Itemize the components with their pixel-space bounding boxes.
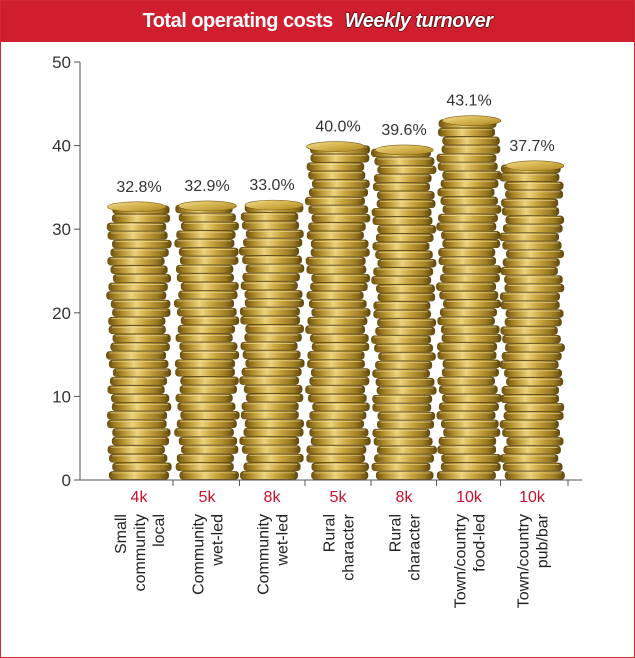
x-category-label-line: Rural — [388, 514, 405, 552]
chart-title: Total operating costs — [142, 10, 333, 32]
x-tick-label-turnover: 10k — [456, 489, 483, 506]
x-tick-label-turnover: 8k — [396, 489, 414, 506]
x-category-label-line: wet-led — [210, 514, 227, 567]
x-category-label: Small community local — [113, 514, 168, 591]
x-category-label-line: character — [341, 513, 358, 580]
x-category-label-line: Town/country — [453, 514, 470, 608]
bar-coin-stack — [436, 115, 502, 480]
x-tick-label-turnover: 10k — [519, 489, 546, 506]
x-category-label: Rural character — [322, 513, 358, 580]
bar-coin-stack — [305, 141, 371, 480]
x-category-label: Rural character — [388, 513, 424, 580]
bar-coin-stack — [499, 160, 565, 480]
x-category-label: Community wet-led — [191, 514, 227, 595]
y-tick-label: 30 — [52, 220, 71, 239]
bar-coin-stack — [371, 144, 437, 480]
x-category-label-line: wet-led — [275, 514, 292, 567]
x-category-label-line: food-led — [472, 514, 489, 572]
y-tick-label: 40 — [52, 137, 71, 156]
x-category-label-line: local — [151, 514, 168, 547]
x-category-label-line: Rural — [322, 514, 339, 552]
chart-subtitle: Weekly turnover — [344, 10, 493, 32]
y-tick-label: 0 — [62, 471, 71, 490]
bar-value-label: 32.9% — [184, 178, 229, 195]
bar-value-label: 37.7% — [509, 138, 554, 155]
x-tick-label-turnover: 4k — [131, 489, 149, 506]
x-category-label-line: pub/bar — [535, 513, 552, 568]
bar-coin-stack — [239, 199, 305, 480]
x-category-label-line: Town/country — [516, 514, 533, 608]
y-tick-label: 10 — [52, 387, 71, 406]
x-category-label: Community wet-led — [256, 514, 292, 595]
x-category-label-line: community — [132, 514, 149, 591]
x-category-label-line: Community — [191, 514, 208, 595]
x-tick-label-turnover: 5k — [330, 489, 348, 506]
bar-value-label: 39.6% — [381, 122, 426, 139]
x-category-label-line: Small — [113, 514, 130, 554]
x-category-label: Town/country pub/bar — [516, 513, 552, 608]
x-tick-label-turnover: 8k — [264, 489, 282, 506]
x-tick-label-turnover: 5k — [199, 489, 217, 506]
x-category-label: Town/country food-led — [453, 514, 489, 608]
bar-value-label: 40.0% — [315, 119, 360, 136]
y-tick-label: 20 — [52, 304, 71, 323]
bar-coin-stack — [174, 200, 240, 480]
bar-value-label: 32.8% — [116, 179, 161, 196]
bar-coin-stack — [106, 201, 172, 480]
y-tick-label: 50 — [52, 53, 71, 72]
chart-header: Total operating costs Weekly turnover — [1, 1, 634, 42]
x-category-label-line: Community — [256, 514, 273, 595]
bar-value-label: 43.1% — [446, 93, 491, 110]
x-category-label-line: character — [407, 513, 424, 580]
bar-value-label: 33.0% — [249, 177, 294, 194]
